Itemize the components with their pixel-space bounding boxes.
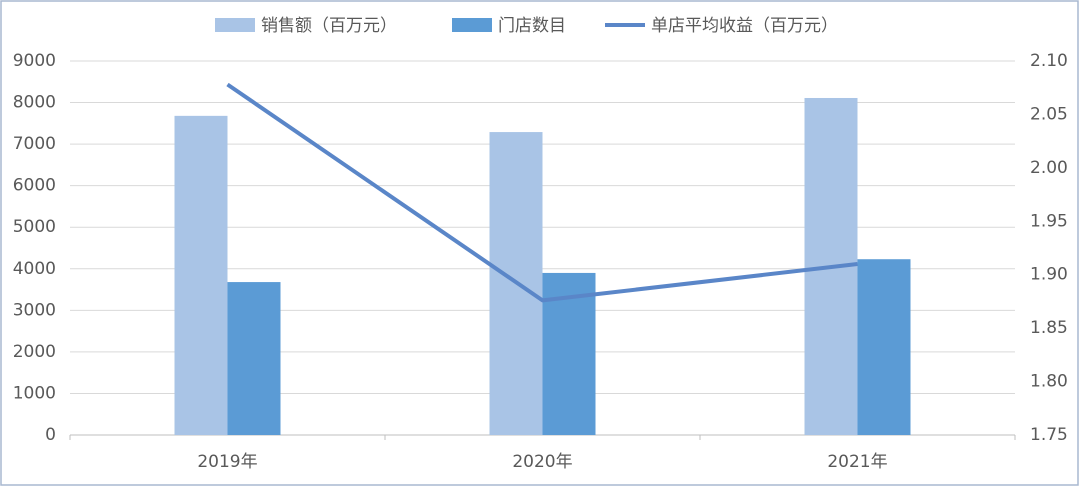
- legend-label: 门店数目: [498, 16, 566, 36]
- y-tick-label: 9000: [13, 51, 56, 71]
- legend-label: 单店平均收益（百万元）: [651, 16, 838, 36]
- bar: [857, 259, 911, 435]
- legend-swatch: [215, 18, 255, 32]
- y2-tick-label: 1.85: [1030, 318, 1068, 338]
- line: [226, 82, 858, 303]
- y2-tick-label: 1.80: [1030, 372, 1068, 392]
- y-tick-label: 2000: [13, 342, 56, 362]
- legend-label: 销售额（百万元）: [261, 16, 397, 36]
- y-tick-label: 4000: [13, 259, 56, 279]
- y2-tick-label: 1.75: [1030, 425, 1068, 445]
- y2-tick-label: 2.00: [1030, 158, 1068, 178]
- bar: [174, 115, 228, 435]
- y-tick-label: 6000: [13, 176, 56, 196]
- y2-tick-label: 1.90: [1030, 265, 1068, 285]
- y-tick-label: 0: [45, 425, 56, 445]
- x-tick-label: 2021年: [827, 452, 887, 472]
- y2-tick-label: 1.95: [1030, 211, 1068, 231]
- bar: [227, 282, 281, 435]
- y-tick-label: 1000: [13, 383, 56, 403]
- y-tick-label: 3000: [13, 300, 56, 320]
- y-tick-label: 5000: [13, 217, 56, 237]
- legend-swatch: [452, 18, 492, 32]
- y-tick-label: 8000: [13, 93, 56, 113]
- x-tick-label: 2020年: [512, 452, 572, 472]
- y2-tick-label: 2.10: [1030, 51, 1068, 71]
- y2-tick-label: 2.05: [1030, 104, 1068, 124]
- x-tick-label: 2019年: [197, 452, 257, 472]
- y-tick-label: 7000: [13, 134, 56, 154]
